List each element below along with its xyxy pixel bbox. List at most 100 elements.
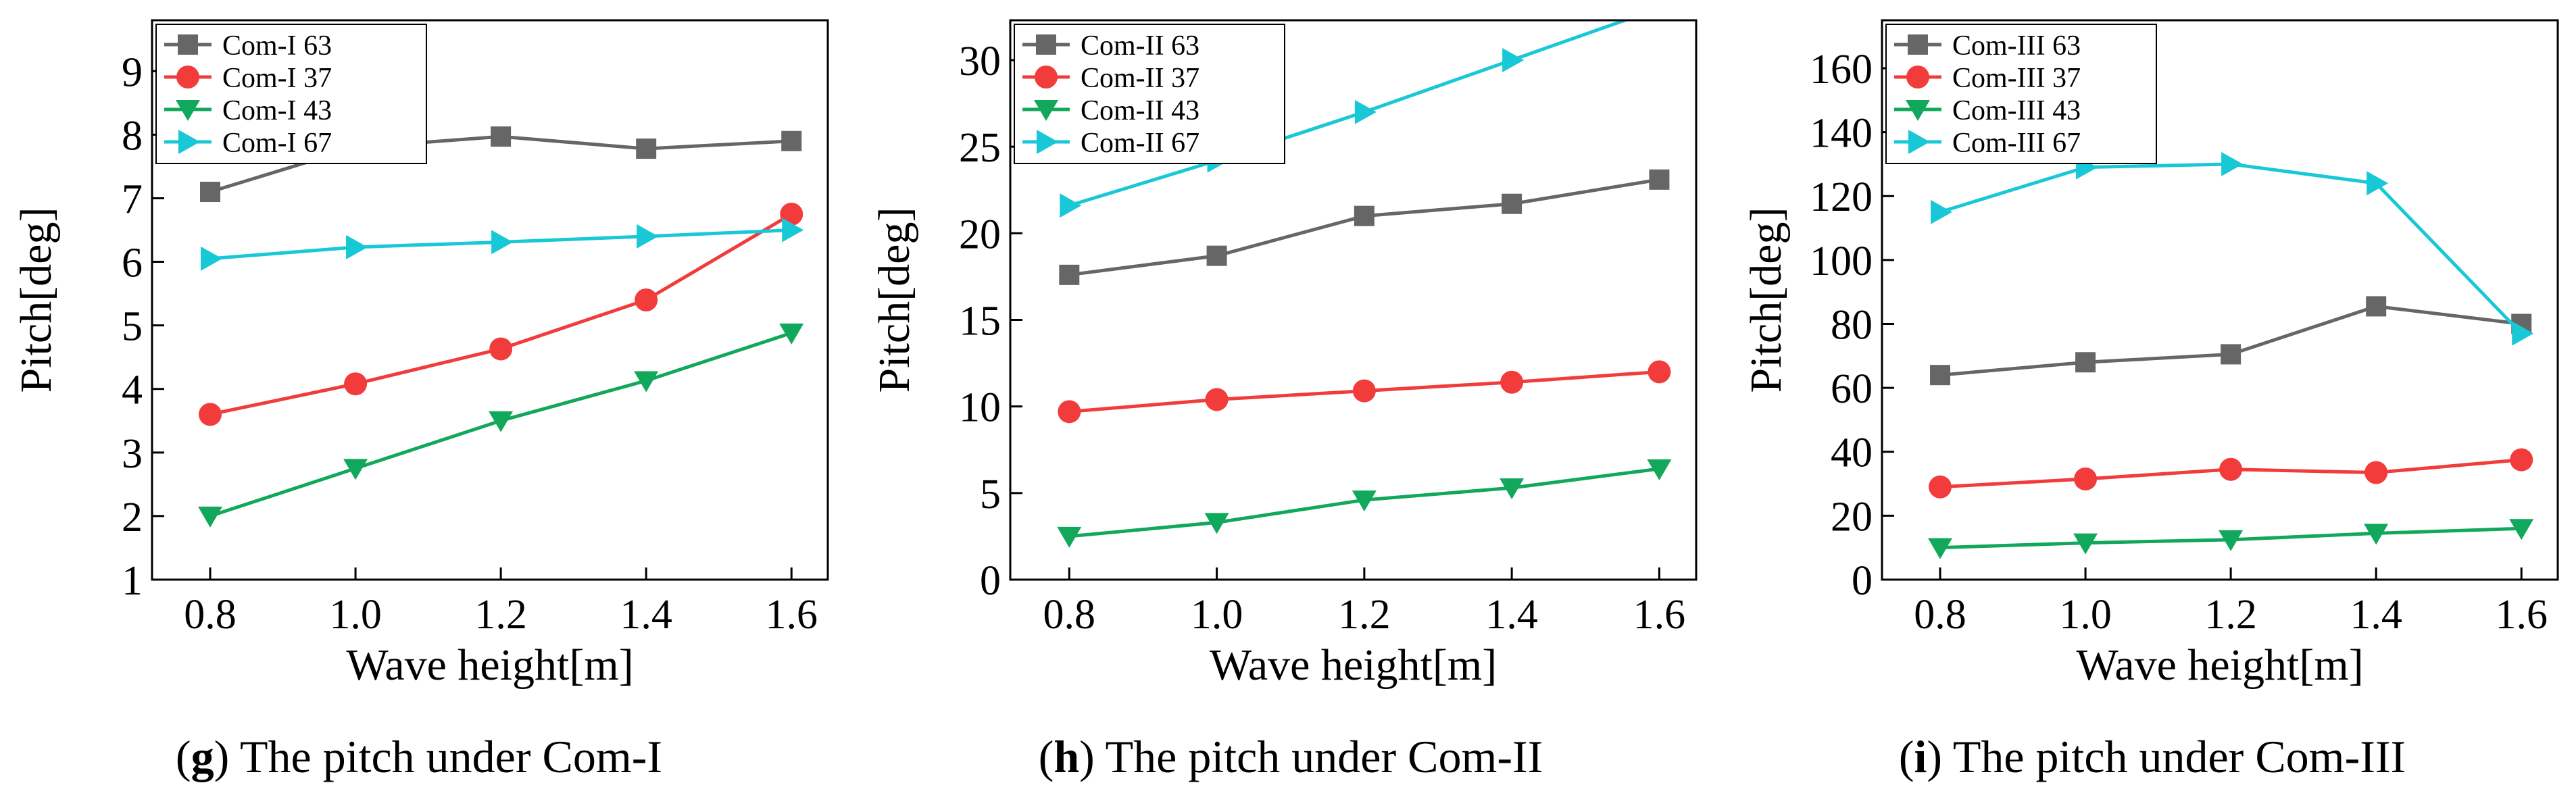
data-point-g-2-2 [489,411,514,432]
data-point-h-1-3 [1500,370,1524,394]
legend-marker-i-3 [1908,130,1930,154]
y-tick-label-i-2: 40 [1831,430,1873,476]
y-tick-label-h-3: 15 [959,298,1001,344]
series-line-i-3 [1939,162,2523,335]
y-tick-label-g-8: 9 [122,49,143,95]
data-point-h-2-3 [1500,478,1525,500]
data-point-g-1-4 [780,202,803,226]
legend-marker-g-1 [176,66,199,88]
legend-label-i-0: Com-III 63 [1952,30,2081,61]
data-point-i-1-1 [2074,467,2098,490]
data-point-h-0-4 [1649,169,1670,190]
data-point-i-1-0 [1929,475,1952,499]
data-point-h-3-2 [1354,99,1377,124]
data-point-h-0-3 [1502,193,1522,214]
y-tick-label-i-8: 160 [1810,47,1873,93]
data-point-h-1-2 [1352,379,1376,403]
data-point-i-2-2 [2219,530,2244,551]
y-axis-label-g: Pitch[deg] [11,207,61,393]
x-tick-label-h-0: 0.8 [1043,592,1096,638]
legend-label-i-2: Com-III 43 [1952,95,2081,126]
y-tick-label-g-7: 8 [122,113,143,159]
plot-area-i [1928,151,2534,559]
legend-label-h-0: Com-II 63 [1081,30,1199,61]
caption-h-letter: h [1054,731,1080,782]
data-point-g-0-2 [491,126,512,147]
plot-frame-i [1881,19,2559,581]
x-tick-label-g-1: 1.0 [329,592,382,638]
data-point-i-3-2 [2221,151,2244,176]
legend-marker-g-0 [178,34,198,55]
data-point-g-2-3 [634,371,659,393]
data-point-h-3-3 [1502,47,1525,72]
legend-label-i-1: Com-III 37 [1952,63,2081,94]
y-tick-label-i-7: 140 [1810,111,1873,157]
caption-i: (i) The pitch under Com-III [1898,731,2406,782]
caption-i-letter: i [1914,731,1927,782]
legend-marker-i-0 [1908,34,1928,55]
x-tick-label-h-1: 1.0 [1191,592,1243,638]
plot-area-g [198,126,804,528]
x-tick-label-i-2: 1.2 [2204,592,2257,638]
x-tick-label-g-0: 0.8 [184,592,237,638]
y-tick-label-h-1: 5 [980,472,1001,517]
data-point-g-3-1 [346,234,368,259]
caption-g: (g) The pitch under Com-I [175,731,663,782]
data-point-h-1-0 [1058,400,1081,424]
data-point-g-0-0 [200,182,221,203]
data-point-h-0-1 [1206,245,1227,266]
series-line-h-0 [1068,178,1660,277]
x-tick-label-g-2: 1.2 [474,592,527,638]
data-point-g-1-1 [344,372,368,396]
data-point-i-0-2 [2221,344,2241,365]
legend-marker-h-1 [1035,66,1058,88]
data-point-h-2-0 [1057,526,1082,548]
legend-marker-g-3 [178,130,200,154]
caption-h: (h) The pitch under Com-II [1038,731,1543,782]
data-point-h-2-1 [1204,513,1229,534]
data-point-i-3-3 [2367,171,2389,196]
data-point-g-3-2 [491,230,514,255]
legend-label-h-3: Com-II 67 [1081,128,1199,159]
caption-h-text: The pitch under Com-II [1105,731,1543,782]
data-point-i-2-0 [1928,538,1953,559]
data-point-h-3-4 [1650,0,1671,20]
data-point-i-3-0 [1931,199,1953,224]
data-point-h-1-1 [1205,388,1229,411]
legend-label-i-3: Com-III 67 [1952,128,2081,159]
data-point-i-0-3 [2366,296,2387,317]
data-point-g-3-4 [782,218,804,243]
chart-g: 1 2 3 4 5 6 7 8 9 0.8 1.0 1.2 1.4 1.6 Wave height[m] Pi… [11,19,829,690]
y-tick-label-i-1: 20 [1831,494,1873,540]
x-tick-label-i-1: 1.0 [2059,592,2112,638]
data-point-h-2-4 [1647,459,1672,480]
y-tick-label-g-6: 7 [122,176,143,222]
y-tick-label-g-0: 1 [122,558,143,604]
y-tick-label-i-0: 0 [1852,558,1873,604]
data-point-i-2-4 [2509,519,2534,540]
x-axis-label-h: Wave height[m] [1210,640,1497,690]
y-axis-label-i: Pitch[deg] [1741,207,1791,393]
x-axis-label-g: Wave height[m] [346,640,633,690]
legend-label-h-2: Com-II 43 [1081,95,1199,126]
chart-h: 0 5 10 15 20 25 30 0.8 1.0 1.2 1.4 1.6 Wave height[m… [870,0,1698,690]
y-tick-label-i-6: 120 [1810,174,1873,220]
x-tick-label-i-4: 1.6 [2495,592,2548,638]
x-tick-label-g-4: 1.6 [765,592,818,638]
y-tick-label-g-1: 2 [122,495,143,540]
data-point-i-2-1 [2073,533,2098,555]
data-point-h-1-4 [1648,360,1671,384]
data-point-g-2-1 [343,459,368,480]
x-tick-label-h-4: 1.6 [1633,592,1686,638]
data-point-h-0-0 [1059,264,1080,285]
legend-marker-h-0 [1036,34,1056,55]
legend-label-h-1: Com-II 37 [1081,63,1199,94]
legend-label-g-0: Com-I 63 [222,30,332,61]
data-point-h-3-0 [1060,193,1082,218]
y-tick-label-h-2: 10 [959,385,1001,431]
data-point-g-1-2 [489,337,513,361]
legend-marker-i-2 [1906,100,1930,121]
legend-marker-h-3 [1037,130,1058,154]
